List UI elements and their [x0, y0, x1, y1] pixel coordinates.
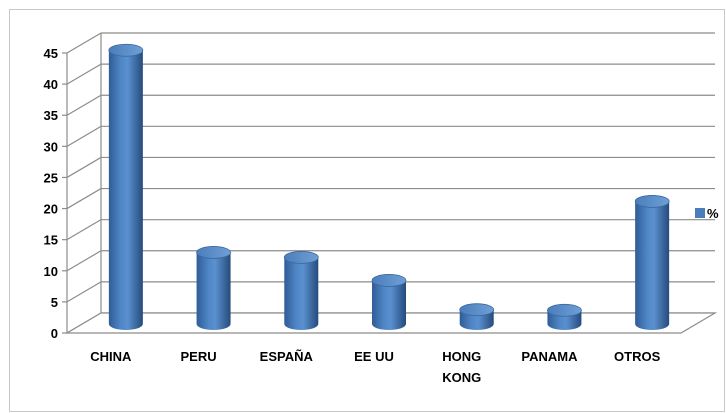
legend-swatch: [695, 208, 705, 218]
bar-body: [196, 252, 231, 330]
y-tick-label: 30: [44, 139, 58, 154]
bar-top: [283, 251, 319, 264]
gridline-diagonal: [66, 63, 102, 85]
bar: [108, 43, 144, 330]
x-tick-label: PERU: [181, 349, 217, 364]
bar: [196, 246, 231, 330]
gridline-diagonal: [66, 94, 102, 116]
bar-body: [372, 280, 406, 330]
legend-label: %: [707, 206, 719, 221]
bar: [371, 274, 407, 330]
x-tick-label: EE UU: [354, 349, 394, 364]
bar-top: [547, 303, 582, 317]
gridline-diagonal: [66, 281, 102, 303]
y-tick-label: 20: [44, 202, 58, 217]
y-tick-label: 5: [51, 295, 58, 310]
bar: [459, 303, 495, 330]
gridline-diagonal: [66, 32, 102, 54]
bar-top: [459, 303, 495, 317]
bar-top: [371, 274, 407, 287]
y-tick-label: 35: [44, 108, 58, 123]
gridline-diagonal: [66, 250, 102, 272]
bar: [634, 195, 670, 330]
bar-top: [108, 43, 144, 57]
gridline-diagonal: [66, 125, 102, 147]
bar-body: [108, 50, 143, 330]
x-tick-label: OTROS: [614, 349, 661, 364]
y-tick-label: 10: [44, 264, 58, 279]
bar-top: [634, 195, 670, 208]
bar: [283, 251, 319, 330]
y-tick-label: 45: [44, 46, 58, 61]
x-tick-label: CHINA: [90, 349, 132, 364]
x-tick-label: ESPAÑA: [260, 349, 314, 364]
bar: [547, 303, 582, 330]
y-tick-label: 25: [44, 170, 58, 185]
legend: %: [695, 206, 719, 221]
x-tick-label: HONG KONG: [442, 349, 481, 385]
gridline-diagonal: [66, 156, 102, 178]
bar-top: [196, 246, 231, 259]
y-tick-label: 15: [44, 233, 58, 248]
bar-body: [284, 257, 319, 330]
bar-body: [635, 201, 670, 330]
gridline-diagonal: [66, 219, 102, 241]
x-tick-label: PANAMA: [521, 349, 578, 364]
y-tick-label: 0: [51, 326, 58, 341]
gridline-diagonal: [66, 188, 102, 210]
label-layer: 0 5 10 15 20 25 30 35 40 45 CHINA PERU ESPAÑA EE UU HO…: [44, 46, 661, 385]
bar-layer: [108, 43, 670, 330]
y-tick-label: 40: [44, 77, 58, 92]
